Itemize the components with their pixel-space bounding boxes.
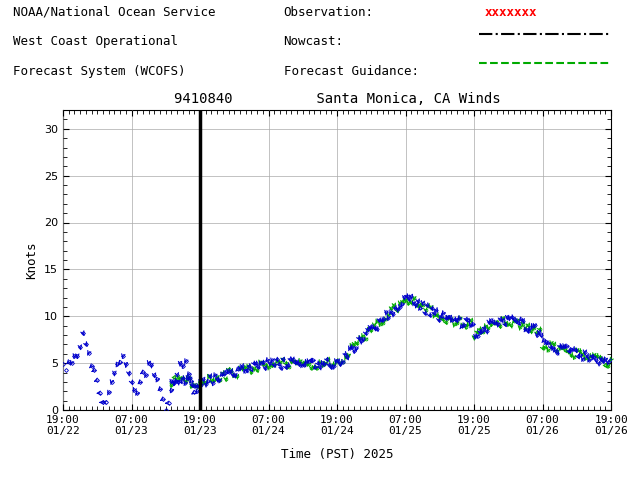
Text: xxxxxxx: xxxxxxx xyxy=(485,6,537,18)
Y-axis label: Knots: Knots xyxy=(25,242,38,279)
Text: NOAA/National Ocean Service: NOAA/National Ocean Service xyxy=(13,6,215,18)
Text: Observation:: Observation: xyxy=(284,6,374,18)
Text: Forecast Guidance:: Forecast Guidance: xyxy=(284,65,418,78)
X-axis label: Time (PST) 2025: Time (PST) 2025 xyxy=(281,448,393,460)
Text: West Coast Operational: West Coast Operational xyxy=(13,35,178,48)
Text: Forecast System (WCOFS): Forecast System (WCOFS) xyxy=(13,65,185,78)
Title: 9410840          Santa Monica, CA Winds: 9410840 Santa Monica, CA Winds xyxy=(174,92,500,106)
Text: Nowcast:: Nowcast: xyxy=(284,35,343,48)
